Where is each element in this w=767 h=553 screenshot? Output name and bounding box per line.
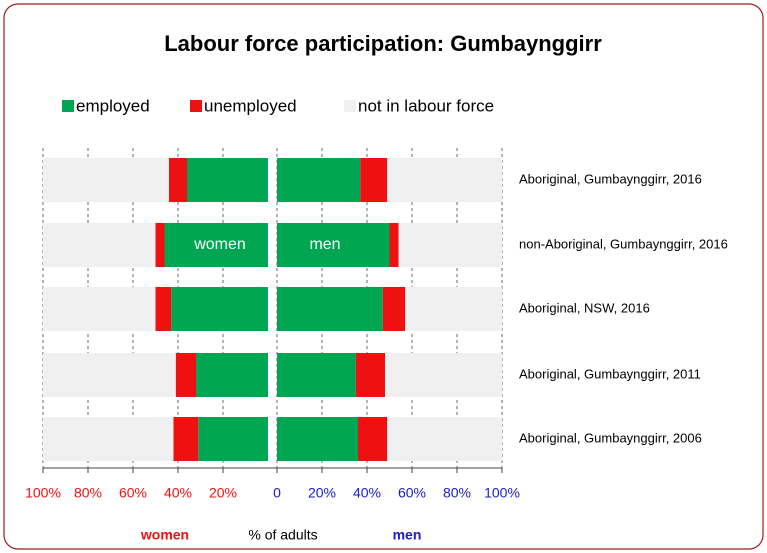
bar-segment [387, 158, 502, 202]
x-tick-label: 80% [74, 485, 102, 501]
bar-segment [173, 417, 199, 461]
category-label: Aboriginal, Gumbaynggirr, 2006 [519, 430, 702, 445]
women-label: women [140, 527, 189, 543]
bar-segment [355, 353, 385, 397]
bar-segment [387, 417, 502, 461]
bar-segment [389, 223, 399, 267]
bar-segment [196, 353, 268, 397]
bar-segment [277, 158, 361, 202]
x-tick-label: 60% [398, 485, 426, 501]
x-tick-label: 0 [273, 485, 281, 501]
bar-segment [382, 287, 406, 331]
bar-segment [171, 287, 268, 331]
legend-swatch [62, 100, 74, 112]
x-tick-label: 100% [25, 485, 61, 501]
bar-segment [277, 353, 356, 397]
x-tick-label: 100% [484, 485, 520, 501]
bar-segment [164, 223, 268, 267]
bar-segment [155, 287, 172, 331]
bar-segment [277, 417, 358, 461]
legend-label: unemployed [204, 96, 297, 115]
bar-segment [398, 223, 502, 267]
side-label: women [193, 236, 246, 253]
category-label: Aboriginal, Gumbaynggirr, 2011 [519, 366, 701, 381]
legend-swatch [190, 100, 202, 112]
bar-segment [187, 158, 268, 202]
category-label: non-Aboriginal, Gumbaynggirr, 2016 [519, 236, 728, 251]
bar-segment [43, 417, 174, 461]
bar-segment [175, 353, 196, 397]
legend-label: employed [76, 96, 150, 115]
frame [3, 3, 764, 550]
bar-segment [198, 417, 268, 461]
x-tick-label: 80% [443, 485, 471, 501]
x-tick-label: 20% [308, 485, 336, 501]
bar-segment [169, 158, 187, 202]
men-label: men [393, 527, 422, 543]
bar-segment [358, 417, 388, 461]
x-tick-label: 40% [164, 485, 192, 501]
bar-segment [155, 223, 165, 267]
bar-segment [43, 158, 169, 202]
bar-segment [43, 287, 156, 331]
category-label: Aboriginal, NSW, 2016 [519, 300, 650, 315]
bar-segment [43, 223, 156, 267]
x-axis-label: % of adults [248, 527, 317, 543]
bar-segment [277, 223, 390, 267]
x-tick-label: 20% [209, 485, 237, 501]
bar-segment [360, 158, 388, 202]
legend-swatch [344, 100, 356, 112]
legend-label: not in labour force [358, 96, 494, 115]
chart-title: Labour force participation: Gumbaynggirr [164, 31, 602, 56]
bar-segment [385, 353, 502, 397]
category-label: Aboriginal, Gumbaynggirr, 2016 [519, 171, 702, 186]
x-tick-label: 60% [119, 485, 147, 501]
x-tick-label: 40% [353, 485, 381, 501]
bar-segment [277, 287, 383, 331]
side-label: men [309, 236, 340, 253]
bar-segment [43, 353, 176, 397]
bar-segment [405, 287, 502, 331]
